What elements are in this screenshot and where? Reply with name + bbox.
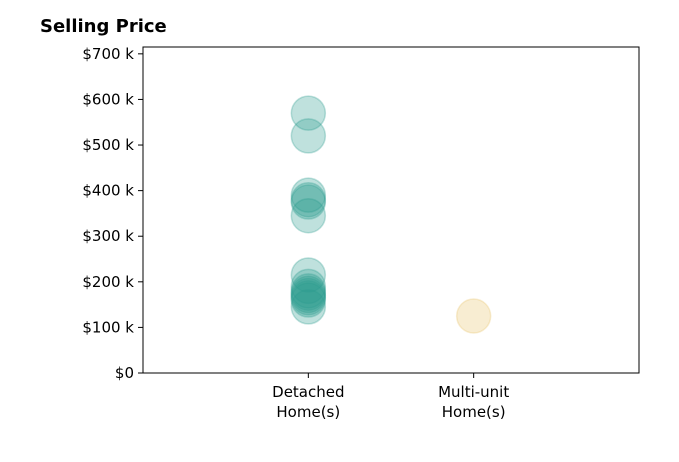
y-tick-label-1: $100 k [82,318,134,336]
data-point-0-10 [290,277,327,314]
x-tick-label-0: Detached Home(s) [272,383,344,421]
data-point-0-4 [290,184,327,220]
y-tick-label-0: $0 [115,364,134,382]
data-point-0-5 [290,197,327,234]
data-point-0-6 [290,257,327,293]
y-tick-label-6: $600 k [82,90,134,108]
axes-layer: $0 $100 k $200 k $300 k $400 k $500 k $600 k $7… [82,45,640,421]
data-point-0-13 [290,289,327,325]
data-points-layer [290,95,492,334]
x-tick-label-line: Home(s) [442,403,506,421]
data-point-0-0 [290,95,327,131]
y-tick-label-4: $400 k [82,182,134,200]
data-point-0-2 [290,177,327,213]
x-tick-label-line: Detached [272,383,344,401]
data-point-0-8 [290,273,327,309]
y-tick-label-5: $500 k [82,136,134,154]
y-tick-label-2: $200 k [82,273,134,291]
data-point-0-12 [290,282,327,318]
data-point-0-11 [290,280,327,316]
y-tick-label-3: $300 k [82,227,134,245]
y-tick-label-7: $700 k [82,45,134,63]
x-tick-label-1: Multi-unit Home(s) [438,383,509,421]
x-tick-label-line: Home(s) [276,403,340,421]
data-point-0-3 [290,181,327,218]
plot-frame [142,46,640,374]
data-point-0-7 [290,268,327,305]
data-point-0-9 [290,275,327,311]
x-tick-label-line: Multi-unit [438,383,509,401]
data-point-0-1 [290,118,327,154]
data-point-1-0 [455,298,492,334]
chart-title: Selling Price [40,16,167,37]
